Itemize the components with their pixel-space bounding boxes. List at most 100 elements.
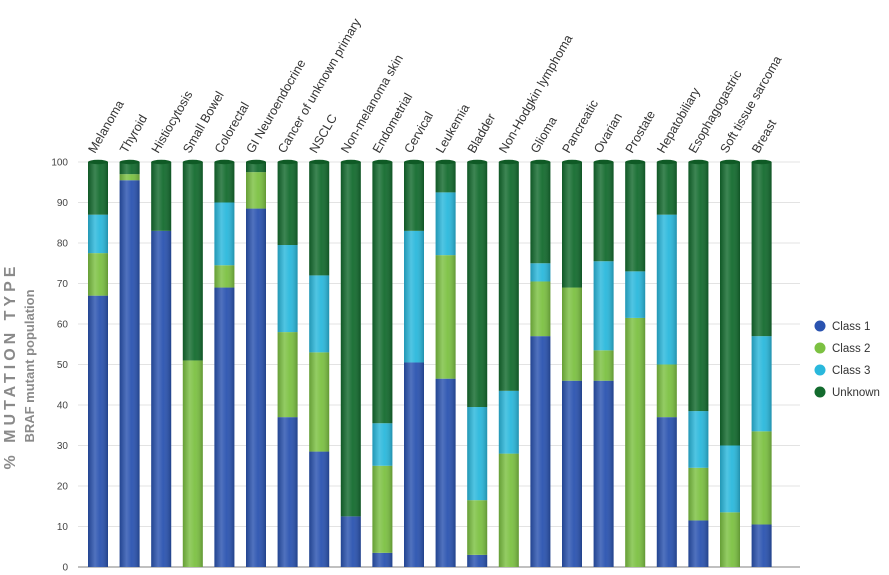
bar-stack	[656, 159, 677, 567]
bar-top-cap	[182, 159, 203, 165]
x-category-label: Ovarian	[591, 111, 625, 156]
bar-shading	[404, 162, 424, 567]
bar-shading	[625, 162, 646, 567]
legend-item: Class 1	[814, 320, 870, 333]
bar-top-cap	[498, 159, 519, 165]
bar-shading	[182, 162, 203, 567]
x-category-label: Glioma	[528, 114, 560, 155]
bar-stack	[435, 159, 456, 567]
bar-shading	[498, 162, 519, 567]
x-category-label: Soft tissue sarcoma	[717, 53, 784, 155]
bar-top-cap	[151, 159, 172, 165]
bar-stack	[720, 159, 740, 567]
y-tick-label: 90	[57, 198, 69, 209]
bar-top-cap	[656, 159, 677, 165]
bar-shading	[530, 162, 551, 567]
bar-top-cap	[467, 159, 488, 165]
bar-shading	[214, 162, 235, 567]
bar-top-cap	[435, 159, 456, 165]
bar-stack	[277, 159, 298, 567]
x-category-label: Cervical	[401, 109, 436, 155]
y-tick-label: 100	[51, 158, 68, 169]
legend-marker	[814, 320, 826, 332]
bar-top-cap	[119, 159, 140, 165]
bar-top-cap	[372, 159, 393, 165]
x-category-label: Prostate	[623, 108, 658, 155]
bar-top-cap	[720, 159, 740, 165]
bar-shading	[720, 162, 740, 567]
y-tick-label: 80	[57, 239, 69, 250]
y-tick-label: 70	[57, 279, 69, 290]
y-tick-label: 50	[57, 360, 69, 371]
legend-label: Class 3	[832, 365, 870, 377]
y-axis-title: % MUTATION TYPE BRAF mutant population	[2, 263, 37, 470]
bar-shading	[593, 162, 614, 567]
bar-top-cap	[88, 159, 108, 165]
bar-stack	[688, 159, 709, 567]
bar-stack	[751, 159, 772, 567]
bar-stack	[404, 159, 424, 567]
bar-shading	[656, 162, 677, 567]
legend-item: Class 2	[814, 342, 870, 355]
bar-top-cap	[593, 159, 614, 165]
y-tick-label: 10	[57, 522, 69, 533]
bar-shading	[435, 162, 456, 567]
x-category-label: Breast	[749, 117, 779, 156]
bar-top-cap	[562, 159, 582, 165]
bar-stack	[530, 159, 551, 567]
bar-stack	[309, 159, 330, 567]
bar-shading	[688, 162, 709, 567]
bar-stack	[562, 159, 582, 567]
bar-stack	[119, 159, 140, 567]
legend-item: Unknown	[814, 386, 880, 399]
bar-shading	[151, 162, 172, 567]
bar-shading	[372, 162, 393, 567]
legend-marker	[814, 386, 826, 398]
bar-shading	[751, 162, 772, 567]
bars	[88, 159, 772, 567]
bar-stack	[467, 159, 488, 567]
bar-top-cap	[309, 159, 330, 165]
y-tick-label: 40	[57, 401, 69, 412]
bar-top-cap	[340, 159, 361, 165]
bar-stack	[340, 159, 361, 567]
y-tick-label: 60	[57, 320, 69, 331]
bar-top-cap	[404, 159, 424, 165]
legend-marker	[814, 364, 826, 376]
y-axis: 0 10 20 30 40 50 60 70 80 90 100	[51, 158, 68, 574]
legend-label: Class 1	[832, 321, 870, 333]
bar-shading	[309, 162, 330, 567]
bar-shading	[562, 162, 582, 567]
bar-shading	[246, 162, 266, 567]
y-tick-label: 20	[57, 482, 69, 493]
bar-stack	[625, 159, 646, 567]
bar-top-cap	[246, 159, 266, 165]
bar-top-cap	[277, 159, 298, 165]
bar-stack	[246, 159, 266, 567]
bar-shading	[119, 162, 140, 567]
bar-shading	[467, 162, 488, 567]
bar-top-cap	[625, 159, 646, 165]
bar-stack	[88, 159, 108, 567]
bar-top-cap	[688, 159, 709, 165]
bar-shading	[277, 162, 298, 567]
x-category-label: Thyroid	[117, 112, 150, 155]
y-tick-label: 30	[57, 441, 69, 452]
bar-stack	[151, 159, 172, 567]
legend-item: Class 3	[814, 364, 870, 377]
y-axis-title-line1: % MUTATION TYPE	[2, 263, 19, 470]
y-tick-label: 0	[62, 563, 68, 574]
x-category-label: Bladder	[465, 111, 499, 155]
legend: Class 1 Class 2 Class 3 Unknown	[814, 320, 880, 399]
bar-top-cap	[751, 159, 772, 165]
bar-top-cap	[214, 159, 235, 165]
x-category-label: NSCLC	[307, 112, 340, 156]
bar-shading	[340, 162, 361, 567]
bar-top-cap	[530, 159, 551, 165]
bar-stack	[593, 159, 614, 567]
bar-stack	[214, 159, 235, 567]
bar-stack	[498, 159, 519, 567]
legend-label: Class 2	[832, 343, 870, 355]
legend-label: Unknown	[832, 387, 880, 399]
